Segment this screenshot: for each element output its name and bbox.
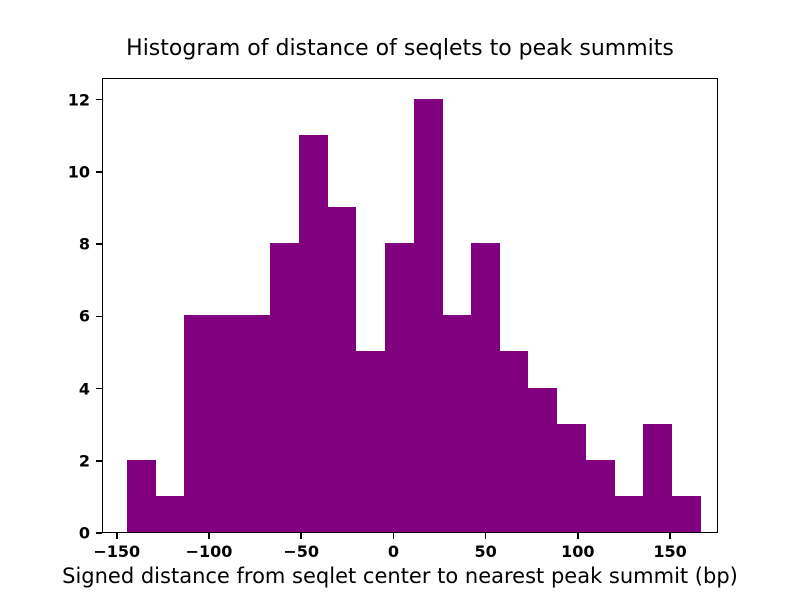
y-tick-mark (96, 98, 102, 101)
histogram-bar (442, 315, 472, 532)
x-tick-mark (208, 533, 210, 539)
x-tick-mark (577, 533, 579, 539)
histogram-bar (585, 459, 615, 532)
histogram-bar (384, 243, 414, 532)
histogram-bar (270, 243, 300, 532)
x-tick-label: −100 (185, 542, 233, 561)
y-tick-label: 10 (67, 162, 90, 182)
x-tick-mark (300, 533, 302, 539)
histogram-bar (241, 315, 271, 532)
histogram-bar (356, 351, 385, 532)
y-tick-mark (96, 532, 102, 534)
y-tick-mark (96, 243, 102, 245)
x-tick-label: −50 (283, 542, 320, 561)
x-tick-label: 150 (653, 542, 687, 561)
histogram-bar (413, 98, 443, 532)
histogram-bar (126, 459, 156, 532)
x-tick-label: −150 (93, 542, 141, 561)
x-tick-label: 0 (387, 542, 399, 561)
histogram-bar (184, 315, 213, 532)
y-tick-label: 0 (78, 523, 90, 543)
x-axis-label: Signed distance from seqlet center to ne… (62, 564, 738, 588)
histogram-bar (643, 423, 672, 532)
y-tick-label: 12 (67, 90, 90, 110)
histogram-bar (557, 423, 586, 532)
y-tick-label: 4 (78, 379, 90, 399)
x-tick-mark (116, 533, 118, 539)
chart-title: Histogram of distance of seqlets to peak… (126, 36, 674, 61)
y-tick-label: 2 (78, 451, 90, 471)
y-tick-label: 8 (78, 234, 90, 254)
y-tick-label: 6 (78, 306, 90, 326)
x-tick-label: 50 (474, 542, 497, 561)
x-tick-label: 100 (561, 542, 595, 561)
histogram-bar (528, 387, 558, 532)
histogram-bar (299, 134, 328, 532)
y-tick-mark (96, 460, 102, 462)
x-tick-mark (484, 533, 487, 539)
histogram-bar (499, 351, 529, 532)
histogram-bar (614, 495, 644, 532)
y-tick-mark (96, 171, 102, 173)
histogram-bar (212, 315, 242, 532)
histogram-bar (155, 495, 185, 532)
y-tick-mark (96, 315, 102, 318)
histogram-bar (327, 207, 357, 532)
histogram-bar (671, 495, 701, 532)
plot-area (102, 78, 718, 533)
y-tick-mark (96, 387, 102, 390)
histogram-bar (471, 243, 500, 532)
x-tick-mark (669, 533, 671, 539)
x-tick-mark (392, 533, 395, 539)
